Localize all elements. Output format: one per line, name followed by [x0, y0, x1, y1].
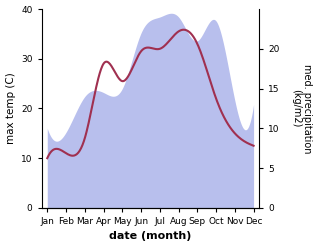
Y-axis label: max temp (C): max temp (C)	[5, 73, 16, 144]
X-axis label: date (month): date (month)	[109, 231, 192, 242]
Y-axis label: med. precipitation
(kg/m2): med. precipitation (kg/m2)	[291, 64, 313, 153]
